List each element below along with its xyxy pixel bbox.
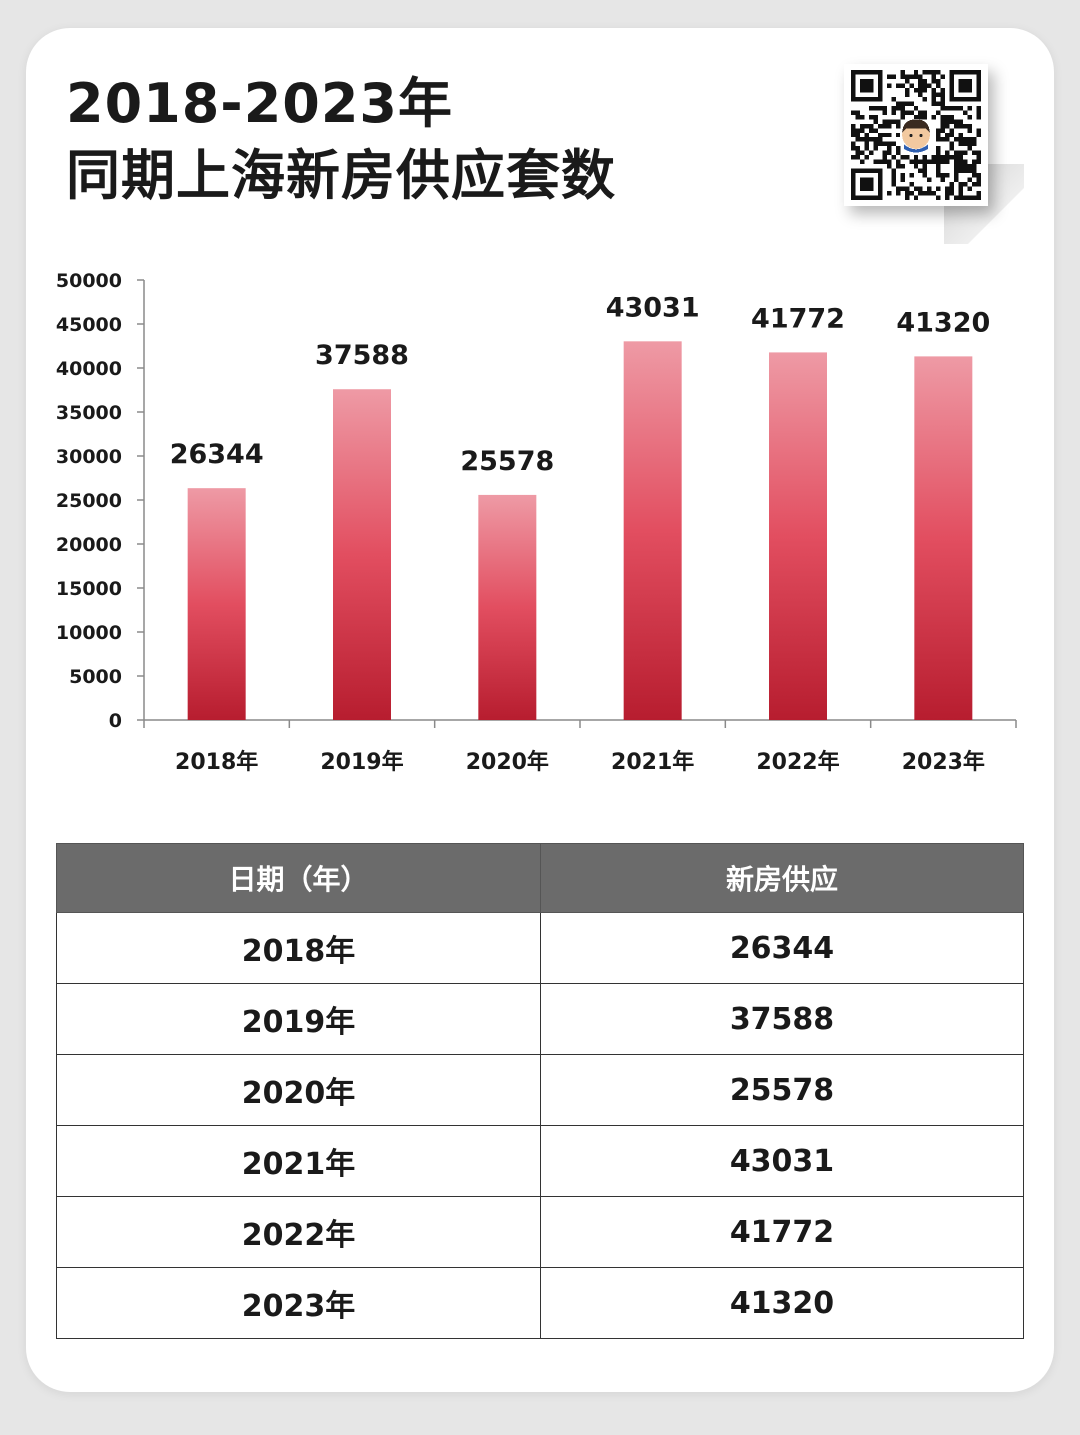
y-tick-label: 5000 [69, 666, 122, 688]
bar [623, 341, 682, 720]
qr-avatar-icon [899, 118, 933, 153]
table-header-row: 日期（年） 新房供应 [56, 843, 1024, 913]
data-label: 43031 [606, 292, 700, 323]
bar [333, 389, 391, 720]
poster-card: 2018-2023年 同期上海新房供应套数 [26, 28, 1054, 1392]
data-label: 25578 [460, 446, 554, 477]
cell-supply: 41320 [540, 1267, 1024, 1339]
y-tick-label: 40000 [56, 358, 122, 380]
cell-year: 2022年 [56, 1196, 541, 1268]
supply-table: 日期（年） 新房供应 2018年 26344 2019年 37588 2020年… [56, 843, 1024, 1339]
title-line-1: 2018-2023年 [66, 72, 453, 135]
y-tick-label: 45000 [56, 314, 122, 336]
x-tick-label: 2020年 [466, 749, 549, 775]
cell-supply: 25578 [540, 1054, 1024, 1126]
cell-supply: 26344 [540, 912, 1024, 984]
data-label: 41320 [896, 307, 990, 338]
page-title: 2018-2023年 同期上海新房供应套数 [66, 68, 616, 212]
qr-card [844, 64, 988, 206]
chart-axes [143, 280, 1017, 728]
bar [478, 494, 537, 720]
qr-code-icon [851, 70, 981, 200]
cell-supply: 37588 [540, 983, 1024, 1055]
table-row: 2022年 41772 [56, 1196, 1024, 1268]
y-tick-label: 10000 [56, 622, 122, 644]
header-supply: 新房供应 [540, 843, 1024, 913]
table-row: 2018年 26344 [56, 912, 1024, 984]
y-tick-label: 25000 [56, 490, 122, 512]
bar-chart: 0 5000 10000 15000 20000 25000 30000 35000 40000… [56, 270, 1017, 775]
y-tick-label: 0 [109, 710, 122, 732]
x-axis-labels: 2018年 2019年 2020年 2021年 2022年 2023年 [175, 749, 985, 775]
table-row: 2019年 37588 [56, 983, 1024, 1055]
cell-supply: 41772 [540, 1196, 1024, 1268]
y-tick-label: 30000 [56, 446, 122, 468]
title-line-2: 同期上海新房供应套数 [66, 144, 616, 207]
data-label: 41772 [751, 303, 845, 334]
bar [914, 356, 973, 720]
x-tick-label: 2022年 [756, 749, 839, 775]
data-label: 26344 [170, 439, 264, 470]
y-tick-label: 50000 [56, 270, 122, 292]
y-tick-label: 35000 [56, 402, 122, 424]
chart-bars [187, 341, 973, 720]
table-row: 2020年 25578 [56, 1054, 1024, 1126]
bar [187, 488, 246, 720]
data-labels: 26344 37588 25578 43031 41772 41320 [170, 292, 991, 477]
y-tick-label: 20000 [56, 534, 122, 556]
data-label: 37588 [315, 340, 409, 371]
qr-code [844, 64, 1024, 244]
x-tick-label: 2023年 [902, 749, 985, 775]
x-tick-label: 2021年 [611, 749, 694, 775]
y-axis-ticks: 0 5000 10000 15000 20000 25000 30000 35000 40000… [56, 270, 144, 732]
bar [769, 352, 827, 720]
cell-year: 2023年 [56, 1267, 541, 1339]
cell-year: 2021年 [56, 1125, 541, 1197]
x-tick-label: 2018年 [175, 749, 258, 775]
cell-year: 2019年 [56, 983, 541, 1055]
cell-supply: 43031 [540, 1125, 1024, 1197]
y-tick-label: 15000 [56, 578, 122, 600]
x-tick-label: 2019年 [320, 749, 403, 775]
cell-year: 2018年 [56, 912, 541, 984]
cell-year: 2020年 [56, 1054, 541, 1126]
table-row: 2021年 43031 [56, 1125, 1024, 1197]
header-date: 日期（年） [56, 843, 541, 913]
table-row: 2023年 41320 [56, 1267, 1024, 1339]
